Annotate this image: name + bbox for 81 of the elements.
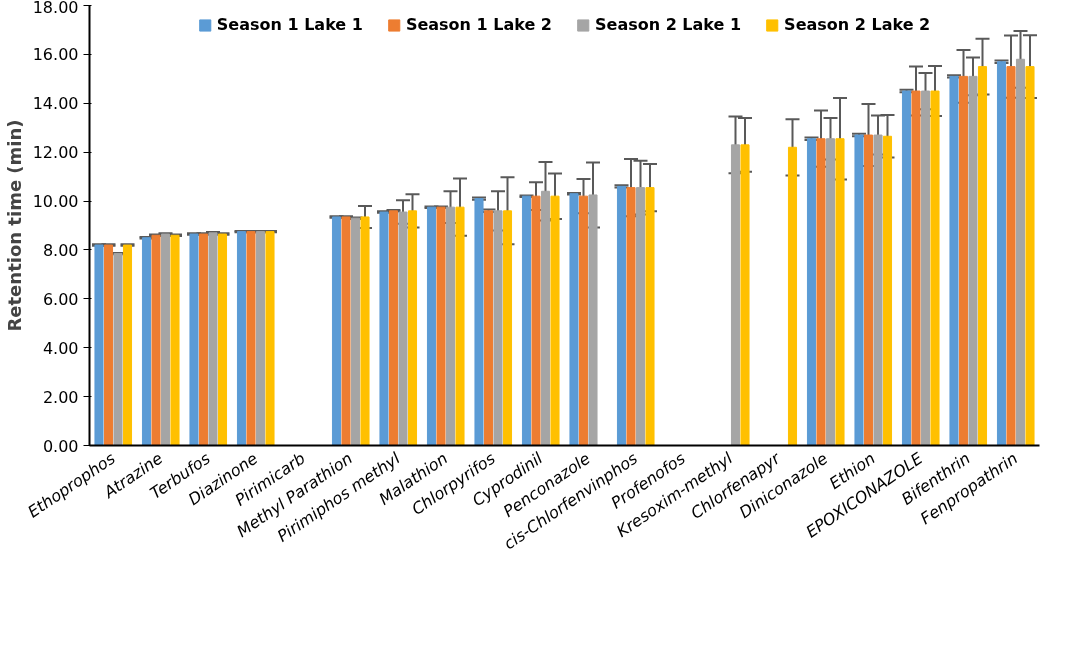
bar (198, 233, 209, 446)
bar (645, 187, 655, 446)
bar (806, 138, 817, 446)
bar (122, 244, 133, 446)
bar (958, 75, 969, 446)
y-tick-label: 2.00 (42, 387, 79, 407)
bar (920, 90, 931, 446)
bar (350, 217, 361, 446)
bar (217, 233, 228, 446)
legend-label: Season 1 Lake 1 (216, 15, 363, 34)
y-tick-label: 18.00 (32, 0, 79, 17)
y-tick-label: 10.00 (32, 192, 79, 212)
bar (730, 144, 741, 446)
bar (863, 134, 874, 446)
y-tick-label: 0.00 (42, 436, 79, 456)
bar (616, 185, 627, 446)
y-tick-label: 6.00 (42, 289, 79, 309)
bar (113, 253, 123, 446)
bar (160, 233, 171, 446)
y-tick-label: 16.00 (32, 45, 79, 65)
bar (360, 216, 370, 446)
bar (873, 134, 883, 446)
bar (949, 75, 959, 446)
y-tick-label: 4.00 (42, 338, 79, 358)
bar (521, 195, 532, 446)
bar (208, 232, 218, 446)
bar (436, 206, 446, 446)
bar (550, 195, 560, 446)
bar (388, 210, 399, 446)
bar (1025, 66, 1035, 446)
bar (540, 190, 551, 446)
bar (379, 211, 389, 446)
bar (407, 210, 418, 446)
bar (103, 244, 114, 446)
bar (787, 146, 798, 446)
bar (255, 231, 266, 446)
bar (398, 211, 408, 446)
bar (578, 195, 589, 446)
bar (996, 61, 1007, 446)
y-tick-label: 8.00 (42, 240, 79, 260)
bar (236, 231, 247, 446)
bar (94, 244, 104, 446)
bar (854, 134, 864, 446)
bar (151, 234, 161, 446)
bar (493, 210, 503, 446)
bar (901, 90, 912, 446)
bar (265, 231, 275, 446)
legend-label: Season 2 Lake 1 (595, 15, 742, 34)
bar (882, 135, 893, 446)
bar (569, 193, 579, 446)
bar (816, 138, 826, 446)
bar (483, 210, 494, 446)
bar (977, 66, 988, 446)
y-tick-label: 12.00 (32, 143, 79, 163)
legend-label: Season 1 Lake 2 (405, 15, 552, 34)
bar (331, 216, 342, 446)
bar (474, 198, 484, 446)
bar (189, 233, 199, 446)
bar (502, 210, 513, 446)
y-axis-title: Retention time (min) (3, 119, 25, 332)
bar (341, 216, 351, 446)
bar (626, 187, 636, 446)
bar (1006, 66, 1016, 446)
bar (1015, 58, 1026, 446)
bar (426, 206, 437, 446)
bar (455, 206, 465, 446)
y-tick-label: 14.00 (32, 94, 79, 114)
bar (740, 144, 750, 446)
bar (246, 231, 256, 446)
bar (141, 237, 152, 446)
bar (588, 194, 598, 446)
bar (835, 138, 845, 446)
bar (930, 90, 940, 446)
bar (531, 195, 541, 446)
legend-label: Season 2 Lake 2 (784, 15, 931, 34)
bar (445, 206, 456, 446)
bar (635, 187, 646, 446)
bar (170, 234, 180, 446)
bar (825, 138, 836, 446)
bar (968, 75, 978, 446)
bar (911, 90, 921, 446)
